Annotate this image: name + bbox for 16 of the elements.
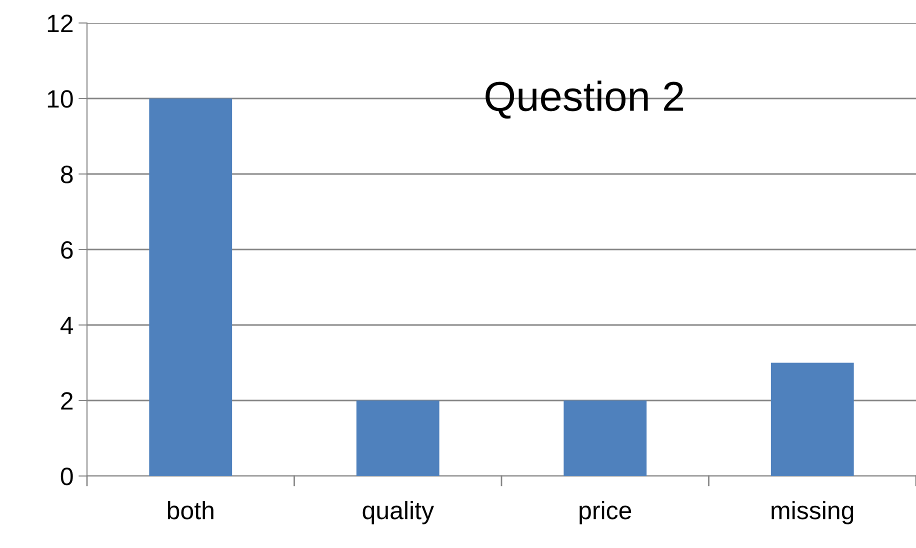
x-tick-label: quality bbox=[362, 501, 434, 524]
y-tick-label: 0 bbox=[60, 468, 73, 486]
bar bbox=[356, 400, 440, 476]
x-tick-label: both bbox=[168, 501, 214, 520]
y-tick-label: 4 bbox=[60, 316, 74, 334]
bar bbox=[149, 98, 232, 476]
text: Question 2 bbox=[486, 80, 684, 119]
y-tick-label: 10 bbox=[48, 90, 73, 108]
x-tick-label: price bbox=[580, 501, 632, 524]
y-tick-label: 8 bbox=[60, 166, 73, 184]
bar bbox=[770, 362, 854, 476]
x-tick-label: missing bbox=[772, 501, 854, 524]
y-tick-label: 6 bbox=[61, 241, 73, 259]
y-tick-label: 2 bbox=[61, 392, 73, 410]
bar bbox=[564, 400, 647, 476]
y-tick-label: 12 bbox=[48, 14, 73, 32]
